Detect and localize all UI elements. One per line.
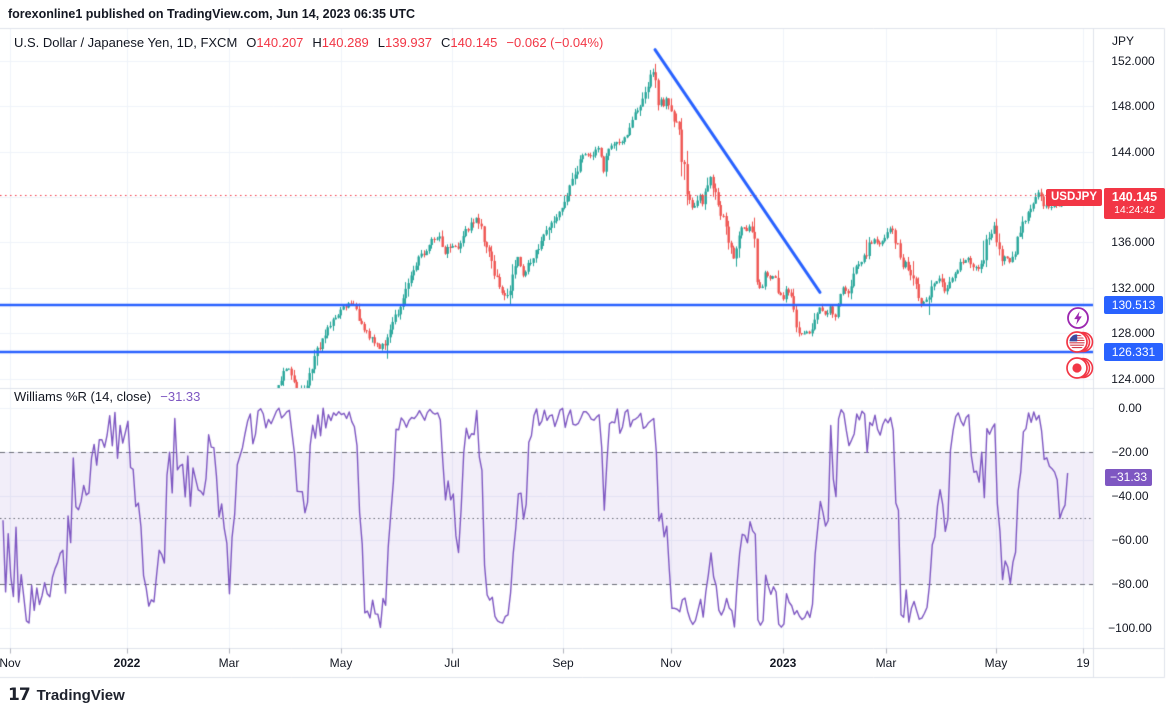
ohlc-high-value: 140.289	[321, 35, 369, 50]
ohlc-open-value: 140.207	[256, 35, 304, 50]
price-tick-label: 152.000	[1111, 54, 1155, 68]
price-tick-label: 132.000	[1111, 280, 1155, 295]
level-label-126331: 126.331	[1104, 343, 1163, 361]
price-axis-currency: JPY	[1112, 34, 1135, 48]
time-tick-label: 19	[1076, 656, 1090, 670]
price-tick-label: 148.000	[1111, 99, 1155, 114]
ohlc-high-label: H	[312, 35, 322, 50]
symbol-legend[interactable]: U.S. Dollar / Japanese Yen, 1D, FXCM O140…	[14, 35, 603, 50]
time-tick-label: 2023	[769, 656, 797, 670]
time-tick-label: May	[329, 656, 353, 670]
ohlc-close-value: 140.145	[450, 35, 498, 50]
williams-r-tick-label: −40.00	[1111, 489, 1149, 503]
symbol-title: U.S. Dollar / Japanese Yen, 1D, FXCM	[14, 35, 238, 50]
williams-r-tick-label: −80.00	[1111, 577, 1149, 591]
ohlc-close-label: C	[441, 35, 451, 50]
williams-r-title: Williams %R (14, close)	[14, 389, 152, 404]
ohlc-low-value: 139.937	[385, 35, 433, 50]
lightning-idea-icon[interactable]	[1066, 306, 1098, 330]
ohlc-low-label: L	[377, 35, 386, 50]
time-tick-label: 2022	[113, 656, 141, 670]
publish-line: forexonline1 published on TradingView.co…	[8, 7, 416, 21]
time-tick-label: Mar	[218, 656, 240, 670]
price-tick-label: 136.000	[1111, 235, 1155, 250]
us-flag-idea-icon[interactable]	[1063, 330, 1095, 354]
last-price-symbol-tag: USDJPY	[1046, 189, 1102, 206]
bar-countdown: 14:24:42	[1114, 204, 1155, 216]
williams-r-tick-label: 0.00	[1118, 401, 1142, 415]
williams-r-tick-label: −60.00	[1111, 533, 1149, 547]
tradingview-logo-text: TradingView	[36, 686, 125, 704]
time-tick-label: Nov	[660, 656, 682, 670]
last-price-axis-label: 140.145 14:24:42	[1104, 188, 1165, 219]
price-tick-label: 128.000	[1111, 326, 1155, 341]
tradingview-logo-mark: 17	[8, 685, 31, 705]
time-tick-label: Mar	[875, 656, 897, 670]
price-tick-label: 124.000	[1111, 371, 1155, 386]
williams-r-value: −31.33	[160, 389, 201, 404]
williams-r-legend[interactable]: Williams %R (14, close) −31.33	[14, 389, 200, 404]
time-tick-label: Sep	[552, 656, 574, 670]
red-dot-idea-icon[interactable]	[1063, 356, 1095, 380]
ohlc-open-label: O	[246, 35, 257, 50]
tradingview-logo[interactable]: 17 TradingView	[8, 683, 125, 707]
level-label-130513: 130.513	[1104, 296, 1163, 314]
williams-r-axis-label: −31.33	[1105, 469, 1152, 486]
time-tick-label: Jul	[444, 656, 460, 670]
williams-r-tick-label: −20.00	[1111, 445, 1149, 459]
time-tick-label: Nov	[0, 656, 21, 670]
change-value: −0.062 (−0.04%)	[506, 35, 604, 50]
time-tick-label: May	[984, 656, 1008, 670]
last-price-value: 140.145	[1111, 190, 1158, 204]
williams-r-tick-label: −100.00	[1108, 621, 1152, 635]
price-tick-label: 144.000	[1111, 144, 1155, 159]
